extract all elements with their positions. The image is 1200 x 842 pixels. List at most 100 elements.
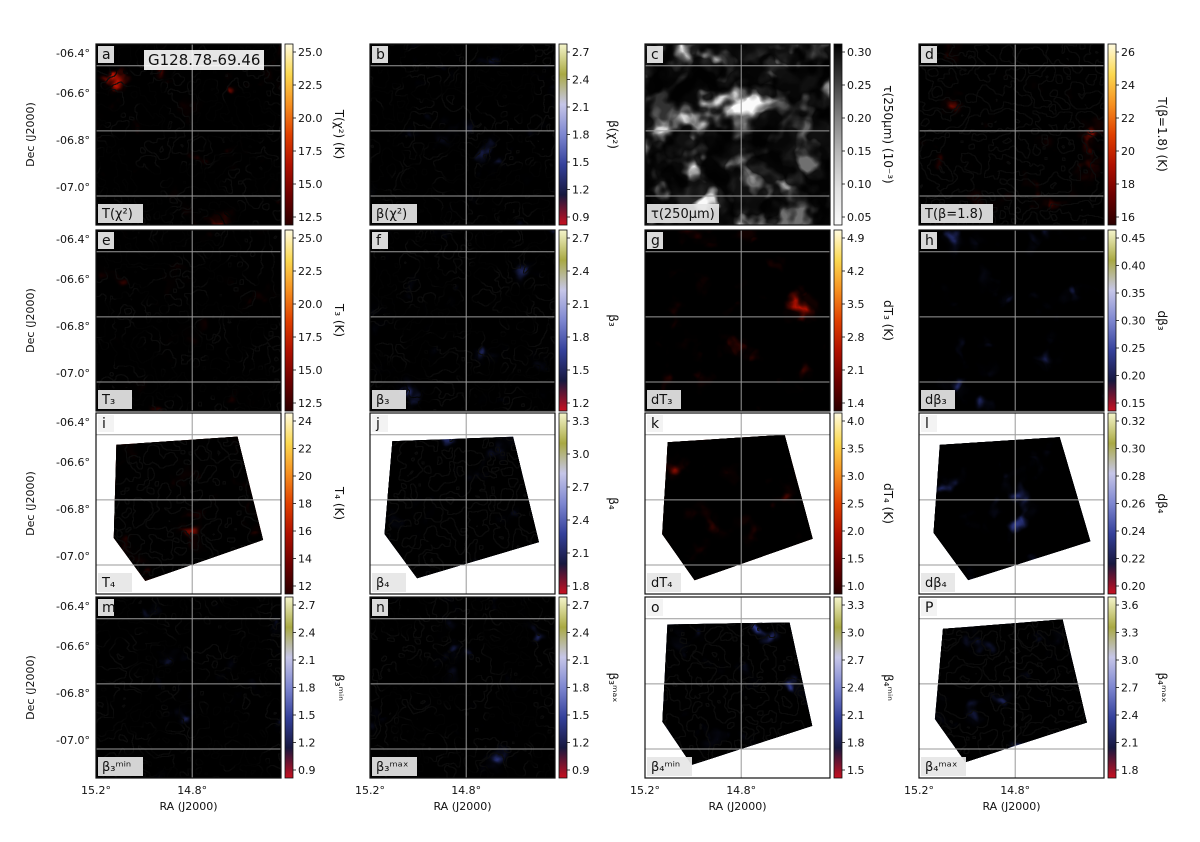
panel-f-param-label: β₃	[372, 390, 406, 409]
dec-tick-label: -07.0°	[56, 181, 90, 194]
colorbar-label: τ(250μm) (10⁻³)	[881, 85, 895, 183]
axis-layer: -06.4° -06.6° -06.8° -07.0° Dec (J2000) -06.4…	[24, 47, 1041, 813]
panel-i-param-label: T₄	[98, 573, 132, 592]
colorbar-tick-label: 3.0	[847, 627, 865, 640]
colorbar-tick-label: 24	[1121, 79, 1135, 92]
panel-c-frame	[644, 43, 831, 226]
colorbar-tick-label: 2.7	[572, 599, 590, 612]
colorbar-tick-label: 12	[298, 580, 312, 593]
panel-d: d T(β=1.8) 26 24 22 20 18 16 T(β=1.8) (K)	[918, 43, 1169, 226]
panel-h-letter: h	[921, 232, 937, 249]
dec-tick-label: -07.0°	[56, 734, 90, 747]
colorbar-tick-label: 3.0	[847, 470, 865, 483]
colorbar-a: 25.0 22.5 20.0 17.5 15.0 12.5 T(χ²) (K)	[284, 43, 346, 226]
panel-b: b β(χ²) 2.7 2.4 2.1 1.8 1.5 1.2 0.9 β(χ²)	[369, 43, 620, 226]
panel-k-map	[662, 434, 813, 581]
colorbar-tick-label: 20.0	[298, 298, 323, 311]
panel-j-grid	[370, 413, 555, 594]
panel-o-letter: o	[647, 599, 663, 616]
colorbar-tick-label: 17.5	[298, 331, 323, 344]
panel-c-param-label: τ(250μm)	[647, 204, 719, 223]
colorbar-tick-label: 2.7	[572, 481, 590, 494]
colorbar-tick-label: 1.5	[572, 364, 590, 377]
colorbar-label: β₃ᵐᵃˣ	[606, 673, 620, 703]
colorbar-tick-label: 20.0	[298, 112, 323, 125]
svg-text:dβ₃: dβ₃	[925, 393, 947, 408]
dec-tick-label: -07.0°	[56, 550, 90, 563]
svg-text:i: i	[102, 416, 106, 432]
colorbar-tick-label: 0.45	[1121, 232, 1146, 245]
ra-tick-label: 14.8°	[726, 784, 756, 797]
panel-i-map	[113, 436, 264, 581]
colorbar-o: 3.3 3.0 2.7 2.4 2.1 1.8 1.5 β₄ᵐⁱⁿ	[833, 596, 895, 779]
colorbar-label: β₄	[606, 497, 620, 510]
panel-d-grid	[919, 44, 1104, 225]
dec-tick-label: -06.8°	[56, 134, 90, 147]
colorbar-tick-label: 2.4	[298, 627, 316, 640]
colorbar-tick-label: 2.1	[298, 654, 316, 667]
panel-l-grid	[919, 413, 1104, 594]
colorbar-label: dβ₃	[1155, 310, 1169, 330]
colorbar-tick-label: 2.4	[572, 627, 590, 640]
colorbar-tick-label: 2.4	[572, 265, 590, 278]
colorbar-tick-label: 15.0	[298, 364, 323, 377]
panel-k-frame	[644, 412, 831, 595]
panel-i-frame	[95, 412, 282, 595]
panel-h-map	[919, 230, 1104, 411]
svg-text:β₄: β₄	[376, 576, 390, 591]
colorbar-tick-label: 2.1	[1121, 737, 1139, 750]
panel-b-map	[370, 44, 555, 225]
panel-g-map	[645, 230, 830, 411]
colorbar-tick-label: 0.20	[847, 112, 872, 125]
colorbar-tick-label: 2.1	[572, 298, 590, 311]
ra-tick-label: 14.8°	[177, 784, 207, 797]
panel-P-map	[934, 619, 1087, 763]
svg-text:f: f	[376, 233, 382, 249]
colorbar-tick-label: 1.5	[572, 156, 590, 169]
colorbar-tick-label: 18	[298, 498, 312, 511]
colorbar-tick-label: 2.7	[572, 232, 590, 245]
colorbar-tick-label: 1.2	[572, 737, 590, 750]
colorbar-tick-label: 2.5	[847, 498, 865, 511]
colorbar-tick-label: 3.3	[847, 599, 865, 612]
colorbar-tick-label: 0.20	[1121, 370, 1146, 383]
colorbar-tick-label: 0.25	[1121, 342, 1146, 355]
svg-text:T(χ²): T(χ²)	[101, 207, 133, 222]
colorbar-tick-label: 1.5	[572, 709, 590, 722]
colorbar-tick-label: 0.30	[1121, 443, 1146, 456]
panel-n-frame	[369, 596, 556, 779]
colorbar-label: dβ₄	[1155, 493, 1169, 513]
x-axis-label: RA (J2000)	[708, 800, 766, 813]
panel-n-grid	[370, 597, 555, 778]
dec-tick-label: -06.6°	[56, 640, 90, 653]
dec-tick-label: -06.8°	[56, 320, 90, 333]
panel-d-param-label: T(β=1.8)	[921, 204, 993, 223]
colorbar-tick-label: 1.8	[572, 580, 590, 593]
dec-tick-label: -06.8°	[56, 687, 90, 700]
panel-m-map	[96, 597, 281, 778]
panel-f-frame	[369, 229, 556, 412]
colorbar-tick-label: 2.1	[572, 547, 590, 560]
svg-text:β₃ᵐⁱⁿ: β₃ᵐⁱⁿ	[102, 760, 131, 775]
colorbar-label: T(β=1.8) (K)	[1155, 96, 1169, 172]
svg-text:h: h	[925, 233, 934, 249]
colorbar-tick-label: 25.0	[298, 46, 323, 59]
colorbar-tick-label: 25.0	[298, 232, 323, 245]
colorbar-tick-label: 3.0	[1121, 654, 1139, 667]
panel-g-frame	[644, 229, 831, 412]
colorbar-tick-label: 22.5	[298, 265, 323, 278]
panel-c: c τ(250μm) 0.30 0.25 0.20 0.15 0.10 0.05 τ(250μm…	[644, 43, 895, 226]
panel-n-letter: n	[372, 599, 388, 616]
panel-j-param-label: β₄	[372, 573, 406, 592]
panel-i-grid	[96, 413, 281, 594]
svg-text:T₃: T₃	[101, 393, 115, 408]
panel-g: g dT₃ 4.9 4.2 3.5 2.8 2.1 1.4 dT₃ (K)	[644, 229, 895, 412]
colorbar-g: 4.9 4.2 3.5 2.8 2.1 1.4 dT₃ (K)	[833, 229, 895, 412]
colorbar-tick-label: 22	[1121, 112, 1135, 125]
panel-h-param-label: dβ₃	[921, 390, 955, 409]
y-axis-label: Dec (J2000)	[24, 102, 37, 167]
panel-c-letter: c	[647, 46, 663, 63]
panel-b-grid	[370, 44, 555, 225]
colorbar-tick-label: 1.8	[847, 737, 865, 750]
svg-text:T₄: T₄	[101, 576, 115, 591]
